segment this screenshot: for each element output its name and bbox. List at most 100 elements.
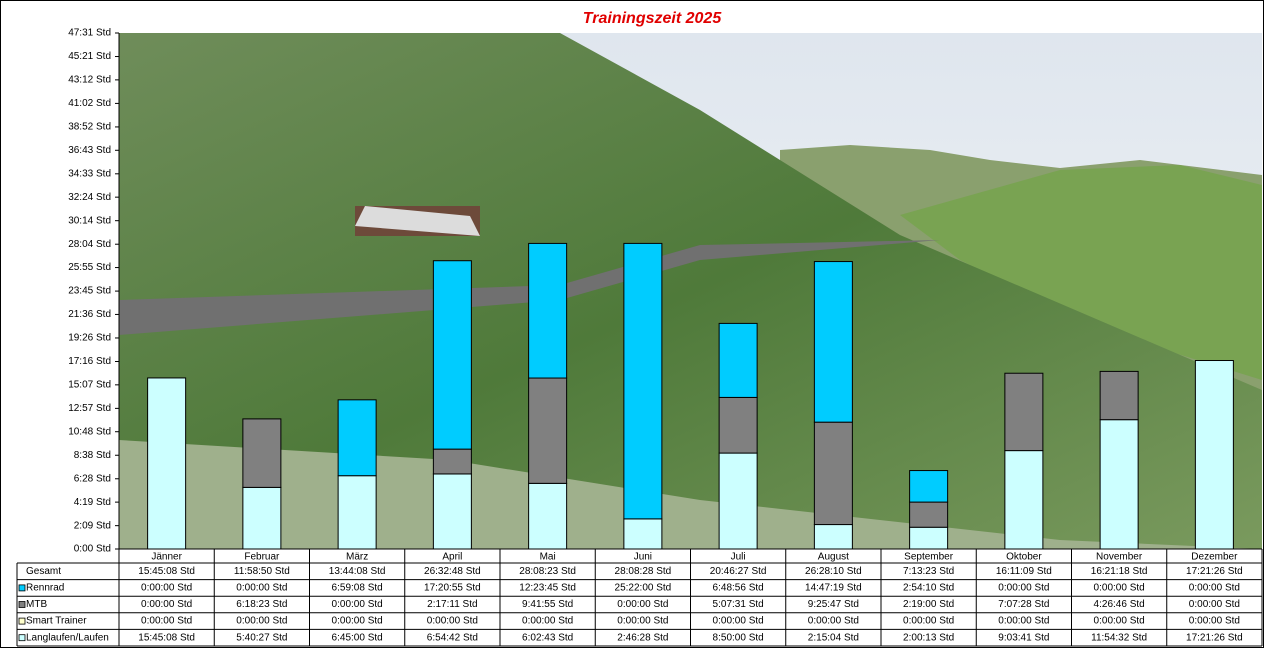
- table-cell: 11:58:50 Std: [234, 566, 290, 577]
- legend-swatch: [18, 601, 26, 608]
- table-cell: 0:00:00 Std: [1094, 616, 1145, 627]
- bar-segment: [147, 377, 187, 550]
- table-cell: 2:00:13 Std: [903, 632, 954, 643]
- table-cell: 7:07:28 Std: [998, 599, 1049, 610]
- category-label: Februar: [244, 552, 280, 563]
- y-tick-label: 41:02 Std: [68, 98, 111, 109]
- y-tick-label: 2:09 Std: [74, 520, 111, 531]
- bar-segment: [1194, 360, 1234, 550]
- table-cell: 0:00:00 Std: [808, 616, 859, 627]
- y-tick-label: 21:36 Std: [68, 309, 111, 320]
- table-cell: 25:22:00 Std: [615, 583, 672, 594]
- table-cell: 6:18:23 Std: [236, 599, 287, 610]
- y-tick-label: 0:00 Std: [74, 544, 111, 555]
- table-cell: 15:45:08 Std: [138, 632, 195, 643]
- bar-segment: [718, 396, 758, 454]
- category-label: Oktober: [1006, 552, 1042, 563]
- table-cell: 2:46:28 Std: [617, 632, 668, 643]
- table-cell: 0:00:00 Std: [1189, 583, 1240, 594]
- y-tick-label: 10:48 Std: [68, 426, 111, 437]
- category-label: Juli: [731, 552, 746, 563]
- table-cell: 16:21:18 Std: [1091, 566, 1148, 577]
- y-tick-label: 36:43 Std: [68, 145, 111, 156]
- row-label: MTB: [26, 599, 47, 610]
- table-cell: 9:03:41 Std: [998, 632, 1049, 643]
- row-label: Rennrad: [26, 583, 64, 594]
- y-tick-label: 23:45 Std: [68, 286, 111, 297]
- category-label: November: [1096, 552, 1143, 563]
- y-tick-label: 34:33 Std: [68, 168, 111, 179]
- bar-segment: [909, 526, 949, 550]
- category-label: Juni: [634, 552, 652, 563]
- y-tick-label: 43:12 Std: [68, 75, 111, 86]
- table-cell: 0:00:00 Std: [617, 616, 668, 627]
- table-cell: 2:15:04 Std: [808, 632, 859, 643]
- legend-swatch: [18, 617, 26, 625]
- category-label: Jänner: [151, 552, 182, 563]
- table-cell: 0:00:00 Std: [141, 616, 192, 627]
- table-cell: 4:26:46 Std: [1094, 599, 1145, 610]
- table-cell: 17:20:55 Std: [424, 583, 481, 594]
- category-label: September: [904, 552, 954, 563]
- bar-segment: [1004, 372, 1044, 452]
- y-tick-label: 15:07 Std: [68, 379, 111, 390]
- table-cell: 17:21:26 Std: [1186, 632, 1243, 643]
- category-label: Dezember: [1191, 552, 1238, 563]
- bar-segment: [242, 418, 282, 488]
- legend-swatch: [18, 584, 26, 592]
- y-tick-label: 25:55 Std: [68, 262, 111, 273]
- bar-segment: [1099, 370, 1139, 421]
- category-label: August: [818, 552, 849, 563]
- table-cell: 0:00:00 Std: [141, 583, 192, 594]
- bar-segment: [337, 475, 377, 550]
- table-cell: 0:00:00 Std: [236, 583, 287, 594]
- y-tick-label: 17:16 Std: [68, 356, 111, 367]
- table-cell: 6:54:42 Std: [427, 632, 478, 643]
- bar-segment: [242, 486, 282, 550]
- bar-segment: [337, 399, 377, 477]
- bar-segment: [718, 452, 758, 550]
- legend-swatch: [18, 634, 26, 642]
- bar-segment: [909, 501, 949, 528]
- table-cell: 17:21:26 Std: [1186, 566, 1243, 577]
- bar-segment: [528, 377, 568, 484]
- bar-segment: [718, 322, 758, 398]
- table-cell: 11:54:32 Std: [1091, 632, 1147, 643]
- y-tick-label: 30:14 Std: [68, 215, 111, 226]
- table-cell: 26:32:48 Std: [424, 566, 481, 577]
- table-cell: 6:59:08 Std: [332, 583, 383, 594]
- y-tick-label: 45:21 Std: [68, 51, 111, 62]
- table-cell: 5:07:31 Std: [713, 599, 764, 610]
- table-cell: 0:00:00 Std: [522, 616, 573, 627]
- table-cell: 0:00:00 Std: [1189, 599, 1240, 610]
- bar-segment: [813, 524, 853, 550]
- table-cell: 0:00:00 Std: [1189, 616, 1240, 627]
- table-cell: 0:00:00 Std: [713, 616, 764, 627]
- table-cell: 2:54:10 Std: [903, 583, 954, 594]
- bar-segment: [432, 473, 472, 550]
- bar-segment: [432, 448, 472, 475]
- row-label: Smart Trainer: [26, 616, 87, 627]
- table-cell: 13:44:08 Std: [329, 566, 386, 577]
- bar-segment: [813, 261, 853, 423]
- y-tick-label: 8:38 Std: [74, 450, 111, 461]
- table-cell: 9:41:55 Std: [522, 599, 573, 610]
- bar-segment: [909, 470, 949, 503]
- table-cell: 8:50:00 Std: [713, 632, 764, 643]
- table-cell: 0:00:00 Std: [998, 616, 1049, 627]
- table-cell: 15:45:08 Std: [138, 566, 195, 577]
- table-cell: 7:13:23 Std: [903, 566, 954, 577]
- table-cell: 5:40:27 Std: [236, 632, 287, 643]
- table-cell: 0:00:00 Std: [427, 616, 478, 627]
- table-cell: 28:08:28 Std: [615, 566, 672, 577]
- table-cell: 0:00:00 Std: [1094, 583, 1145, 594]
- table-cell: 6:48:56 Std: [713, 583, 764, 594]
- category-label: April: [442, 552, 462, 563]
- y-tick-label: 38:52 Std: [68, 122, 111, 133]
- bar-segment: [1099, 419, 1139, 550]
- table-cell: 2:19:00 Std: [903, 599, 954, 610]
- y-tick-label: 19:26 Std: [68, 333, 111, 344]
- bar-segment: [623, 518, 663, 550]
- table-cell: 6:02:43 Std: [522, 632, 573, 643]
